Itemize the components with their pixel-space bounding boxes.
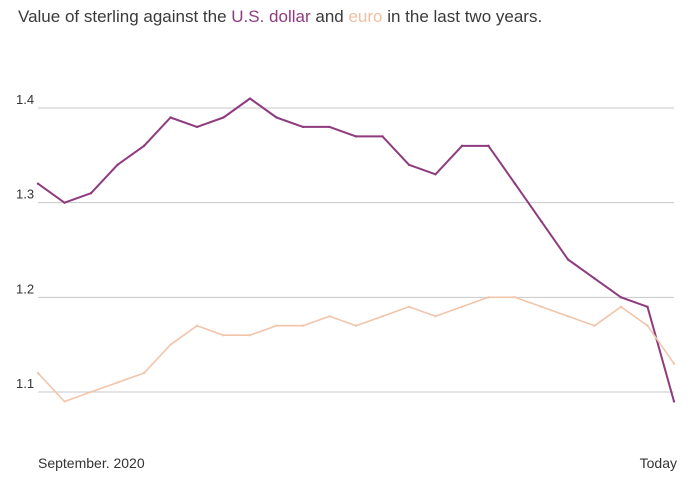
data-point-usd — [672, 400, 676, 403]
series-line-eur — [37, 296, 675, 403]
data-point-usd — [593, 277, 596, 280]
data-point-usd — [36, 182, 40, 185]
data-point-eur — [646, 324, 649, 327]
data-point-usd — [619, 296, 623, 299]
data-point-usd — [89, 192, 93, 195]
data-point-eur — [142, 371, 146, 375]
data-point-eur — [63, 400, 66, 403]
data-point-eur — [169, 343, 172, 346]
data-point-usd — [142, 144, 146, 148]
data-point-eur — [248, 334, 252, 337]
data-point-eur — [328, 315, 331, 318]
data-point-eur — [434, 315, 437, 318]
series-line-usd — [37, 97, 675, 402]
y-tick-label: 1.4 — [16, 92, 34, 107]
data-point-eur — [540, 305, 543, 308]
data-point-usd — [354, 135, 358, 138]
data-point-usd — [63, 201, 66, 204]
data-point-usd — [460, 144, 464, 148]
data-point-usd — [566, 258, 570, 261]
data-point-usd — [169, 116, 172, 119]
data-point-usd — [301, 125, 305, 129]
data-point-usd — [116, 163, 119, 166]
data-point-usd — [487, 144, 490, 148]
data-point-eur — [460, 305, 464, 308]
data-point-usd — [328, 125, 331, 129]
data-point-usd — [222, 116, 225, 119]
data-point-eur — [222, 334, 225, 337]
series-lines — [36, 97, 676, 403]
y-axis-ticks: 1.1 1.2 1.3 1.4 — [16, 92, 34, 391]
data-point-eur — [36, 371, 40, 375]
data-point-eur — [195, 324, 199, 327]
data-point-usd — [275, 116, 278, 119]
data-point-eur — [566, 315, 570, 318]
data-point-usd — [248, 97, 252, 100]
title-eur: euro — [348, 7, 383, 26]
data-point-eur — [116, 381, 119, 384]
title-prefix: Value of sterling against the — [18, 7, 232, 26]
title-usd: U.S. dollar — [231, 7, 311, 26]
gridlines — [38, 107, 674, 393]
data-point-usd — [381, 135, 384, 138]
y-tick-label: 1.3 — [16, 187, 34, 202]
data-point-eur — [381, 315, 384, 318]
data-point-eur — [301, 324, 305, 327]
x-start-label: September. 2020 — [38, 455, 145, 471]
data-point-eur — [672, 362, 676, 365]
y-tick-label: 1.1 — [16, 376, 34, 391]
data-point-eur — [354, 324, 358, 327]
data-point-eur — [487, 296, 490, 299]
data-point-eur — [593, 324, 596, 327]
data-point-eur — [275, 324, 278, 327]
chart-title: Value of sterling against the U.S. dolla… — [18, 7, 542, 27]
data-point-eur — [619, 305, 623, 308]
data-point-eur — [89, 390, 93, 394]
data-point-usd — [540, 220, 543, 223]
data-point-usd — [195, 125, 199, 129]
data-point-eur — [513, 296, 517, 299]
y-tick-label: 1.2 — [16, 281, 34, 296]
title-middle: and — [310, 7, 349, 26]
data-point-usd — [513, 182, 517, 185]
title-suffix: in the last two years. — [382, 7, 543, 26]
data-point-usd — [407, 163, 411, 166]
x-end-label: Today — [640, 455, 677, 471]
data-point-usd — [646, 305, 649, 308]
data-point-eur — [407, 305, 411, 308]
data-point-usd — [434, 173, 437, 176]
